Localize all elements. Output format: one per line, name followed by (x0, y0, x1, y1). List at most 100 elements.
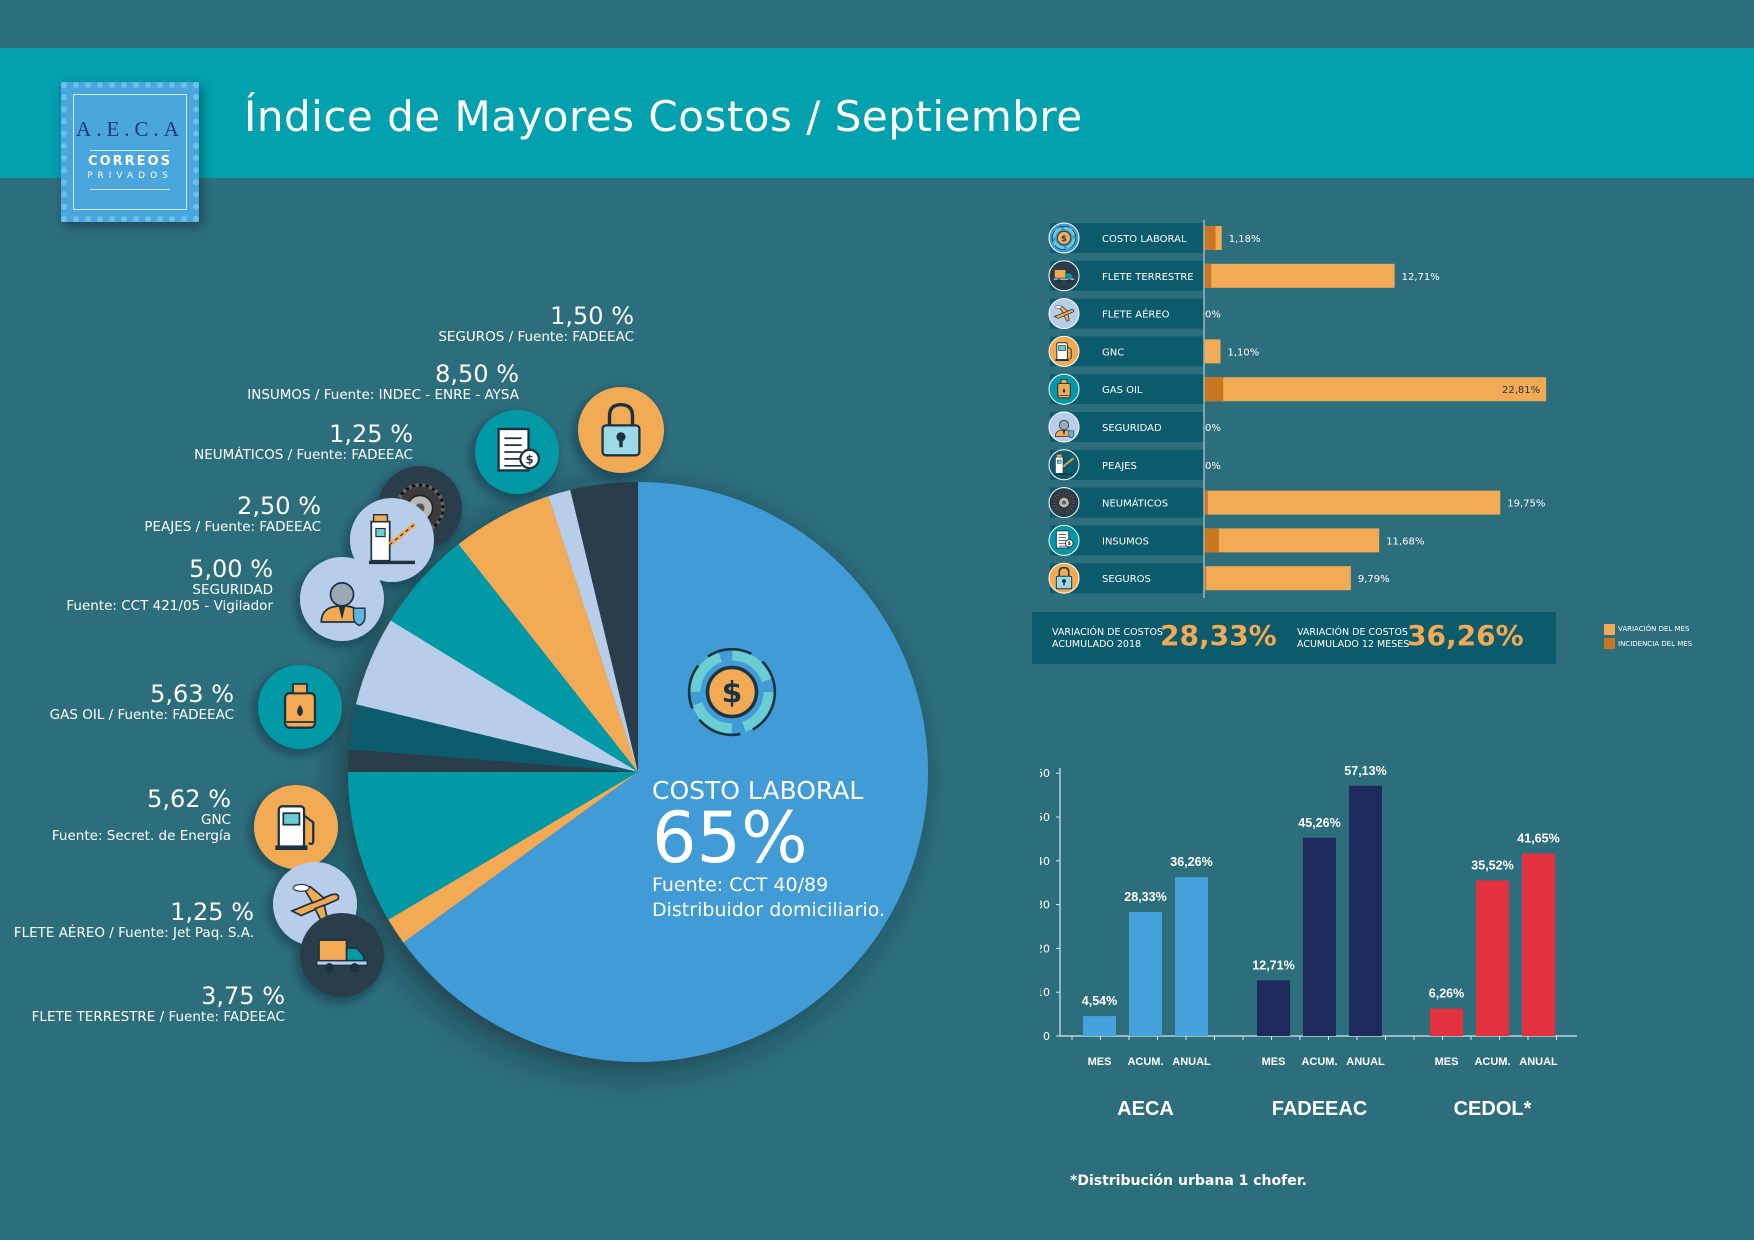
fuel-pump-icon (1048, 335, 1080, 367)
summary-value-12-meses: 36,26% (1407, 619, 1524, 652)
pie-icons: $ (254, 387, 664, 997)
center-source: Fuente: CCT 40/89 (652, 874, 829, 896)
summary-label-line: ACUMULADO 12 MESES (1297, 639, 1410, 651)
padlock-icon (1048, 562, 1080, 594)
bar-category-label: MES (1262, 1056, 1286, 1068)
legend-swatch-incidencia (1604, 638, 1615, 649)
pie-slice-seguridad (356, 620, 638, 772)
bar-value-label: 57,13% (1344, 764, 1386, 778)
pie-label-source-2: Fuente: Secret. de Energía (51, 828, 231, 845)
hbar-row-flete-aereo: FLETE AÉREO 0% (1048, 298, 1221, 330)
bar-category-label: ACUM. (1301, 1056, 1337, 1068)
pie-label-source: FLETE AÉREO / Fuente: Jet Paq. S.A. (13, 925, 254, 942)
hbar-variacion-bar (1204, 528, 1380, 553)
hbar-value-label: 0% (1205, 423, 1221, 434)
group-label-fadeeac: FADEEAC (1272, 1098, 1368, 1120)
pie-slice-gas-oil (390, 544, 638, 772)
hbar-row-seguros: SEGUROS 9,79% (1048, 562, 1390, 594)
legend-label-incidencia: INCIDENCIA DEL MES (1618, 640, 1693, 648)
hbar-row-gnc: GNC 1,10% (1048, 335, 1259, 367)
pie-center-label: COSTO LABORAL 65% Fuente: CCT 40/89 Dist… (652, 776, 885, 922)
pie-label-pct: 5,62 % (147, 785, 231, 813)
summary-label-line: VARIACIÓN DE COSTOS (1297, 627, 1408, 638)
y-tick-label: 20 (1040, 942, 1050, 955)
logo-text-privados: PRIVADOS (87, 171, 173, 181)
pie-label-neumaticos: 1,25 % NEUMÁTICOS / Fuente: FADEEAC (194, 420, 413, 464)
airplane-icon (273, 862, 357, 946)
logo-frame: A.E.C.A CORREOS PRIVADOS (73, 94, 187, 210)
hbar-value-label: 0% (1205, 461, 1221, 472)
hbar-row-seguridad: SEGURIDAD 0% (1048, 411, 1221, 443)
y-tick-label: 60 (1040, 767, 1050, 780)
summary-label-2018: VARIACIÓN DE COSTOS ACUMULADO 2018 (1052, 627, 1163, 652)
hbar-row-flete-terrestre: FLETE TERRESTRE 12,71% (1048, 260, 1440, 292)
pie-label-source: GAS OIL / Fuente: FADEEAC (49, 707, 234, 724)
bar-value-label: 6,26% (1429, 987, 1464, 1001)
security-guard-icon (300, 557, 384, 641)
logo-text-aeca: A.E.C.A (76, 117, 184, 141)
hbar-variacion-bar (1204, 377, 1547, 402)
pie-label-insumos: 8,50 % INSUMOS / Fuente: INDEC - ENRE - … (247, 360, 519, 404)
pie-label-source: INSUMOS / Fuente: INDEC - ENRE - AYSA (247, 387, 519, 404)
bar-fadeeac-mes (1257, 980, 1290, 1036)
bar-value-label: 12,71% (1252, 958, 1294, 972)
dollar-icon: $ (1048, 222, 1080, 254)
pie-label-pct: 5,63 % (150, 680, 234, 708)
pie-label-pct: 2,50 % (237, 492, 321, 520)
hbar-incidencia-bar (1204, 566, 1207, 591)
hbar-variacion-bar (1204, 566, 1351, 591)
pie-label-gas-oil: 5,63 % GAS OIL / Fuente: FADEEAC (50, 680, 234, 724)
hbar-incidencia-bar (1204, 263, 1212, 288)
bar-value-label: 45,26% (1298, 816, 1340, 830)
pie-slice-seguros (388, 772, 638, 943)
svg-text:$: $ (1068, 541, 1072, 547)
group-label-aeca: AECA (1117, 1098, 1174, 1120)
bar-group-aeca: 4,54% MES 28,33% ACUM. 36,26% ANUAL AECA (1082, 855, 1213, 1120)
vbar-axes: 0 10 20 30 40 50 60 (1040, 767, 1577, 1043)
center-category: COSTO LABORAL (652, 776, 864, 805)
hbar-incidencia-bar (1204, 490, 1208, 515)
pie-slice-peajes (348, 704, 638, 772)
y-tick-label: 10 (1040, 986, 1050, 999)
hbar-row-gas-oil: GAS OIL 22,81% (1048, 373, 1547, 405)
bar-value-label: 4,54% (1082, 994, 1117, 1008)
header-banner (0, 48, 1754, 178)
bar-category-label: ACUM. (1127, 1056, 1163, 1068)
hbar-category-label: SEGURIDAD (1102, 423, 1162, 434)
bar-value-label: 35,52% (1471, 858, 1513, 872)
pie-label-source: GNC (201, 812, 231, 829)
hbar-category-label: PEAJES (1102, 461, 1137, 472)
bar-value-label: 36,26% (1170, 855, 1212, 869)
group-label-cedol: CEDOL* (1454, 1098, 1532, 1120)
truck-icon (1048, 260, 1080, 292)
bar-category-label: ANUAL (1519, 1056, 1558, 1068)
hbar-category-label: COSTO LABORAL (1102, 234, 1187, 245)
hbar-category-label: GAS OIL (1102, 385, 1143, 396)
hbar-variacion-bar (1204, 339, 1221, 364)
summary-label-line: ACUMULADO 2018 (1052, 639, 1142, 651)
hbar-value-label: 9,79% (1358, 574, 1390, 585)
logo-text-correos: CORREOS (88, 154, 172, 169)
pie-label-source: SEGUROS / Fuente: FADEEAC (438, 329, 634, 346)
pie-label-source: SEGURIDAD (192, 582, 273, 599)
airplane-icon (1048, 298, 1080, 330)
pie-slice-gnc (458, 496, 638, 772)
logo-rule-bottom (90, 189, 170, 190)
bar-category-label: MES (1088, 1056, 1112, 1068)
invoice-icon: $ (1048, 524, 1080, 556)
bar-cedol-acum (1476, 880, 1509, 1036)
pie-chart: $ $ (254, 387, 929, 1062)
pie-slice-flete-terrestre (570, 481, 638, 772)
hbar-variacion-bar (1204, 263, 1395, 288)
bar-category-label: ANUAL (1172, 1056, 1211, 1068)
bar-category-label: ACUM. (1474, 1056, 1510, 1068)
y-tick-label: 50 (1040, 811, 1050, 824)
pie-slice-neumaticos (348, 749, 638, 772)
security-guard-icon (1048, 411, 1080, 443)
bar-value-label: 41,65% (1517, 832, 1559, 846)
pie-label-source-2: Fuente: CCT 421/05 - Vigilador (66, 598, 273, 615)
cost-summary-box: VARIACIÓN DE COSTOS ACUMULADO 2018 28,33… (1032, 612, 1556, 664)
hbar-value-label: 12,71% (1402, 272, 1440, 283)
pie-label-pct: 8,50 % (435, 360, 519, 388)
pie-label-pct: 5,00 % (189, 555, 273, 583)
